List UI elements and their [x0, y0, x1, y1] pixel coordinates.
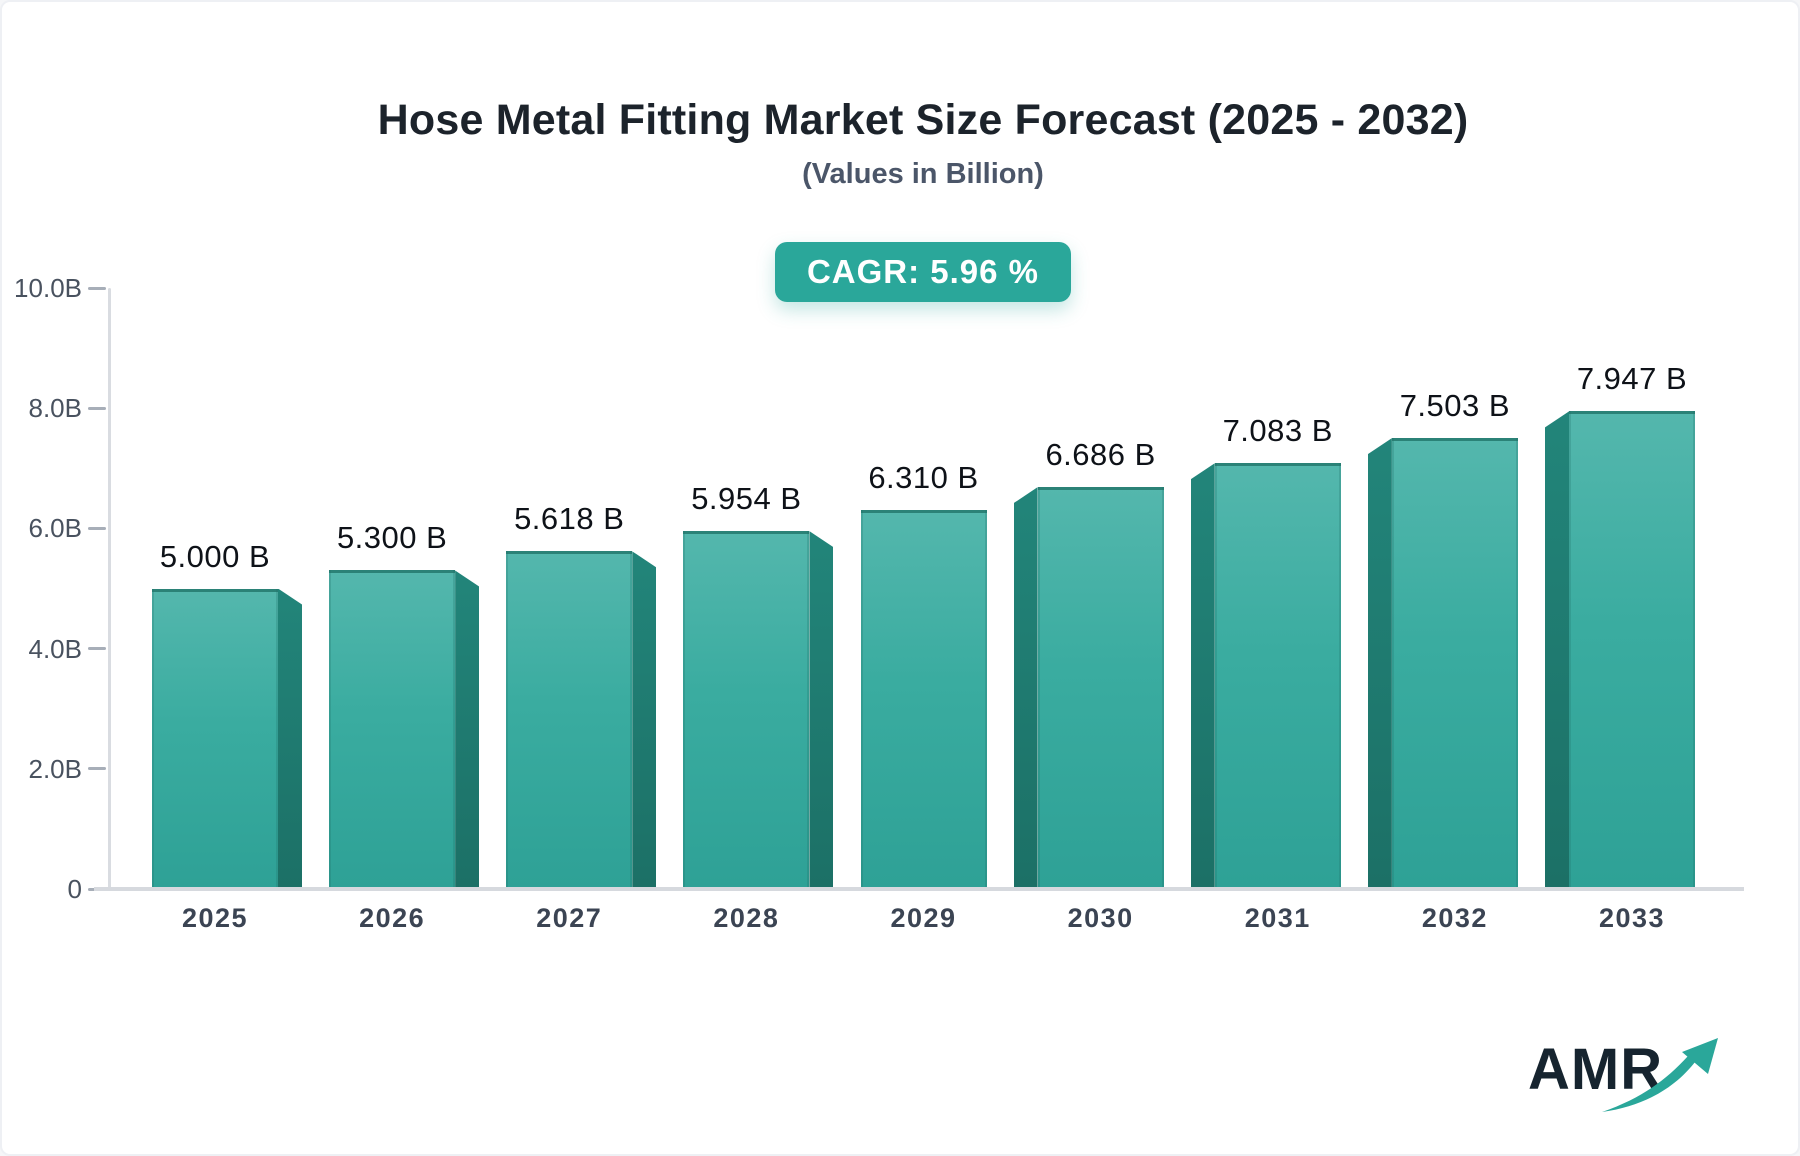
- y-axis-tick-mark: [88, 767, 106, 771]
- bar-side-panel: [1545, 411, 1569, 889]
- bar-2030[interactable]: [1037, 487, 1164, 889]
- y-axis-line: [108, 288, 111, 889]
- bar-side-panel: [1013, 487, 1038, 889]
- y-axis-tick-mark: [88, 647, 106, 651]
- x-axis-category-label: 2025: [181, 903, 249, 933]
- x-axis-line: [94, 887, 1744, 891]
- bar-value-label: 5.000 B: [159, 538, 271, 574]
- bar-side-panel: [278, 588, 302, 889]
- bar-value-label: 5.618 B: [514, 501, 625, 537]
- chart-title: Hose Metal Fitting Market Size Forecast …: [377, 96, 1469, 144]
- bar-value-label: 5.954 B: [691, 481, 802, 517]
- y-axis-tick-label: 6.0B: [28, 513, 83, 544]
- bar-2025[interactable]: [152, 588, 278, 889]
- y-axis-tick-label: 10.0B: [14, 273, 82, 303]
- bar-side-panel: [455, 570, 480, 889]
- bar-value-label: 6.686 B: [1045, 437, 1156, 473]
- bar-side-panel: [1367, 438, 1392, 889]
- y-axis-tick-label: 2.0B: [28, 753, 83, 784]
- amr-logo: AMR: [1528, 1038, 1748, 1134]
- bar-value-label: 7.503 B: [1399, 388, 1511, 424]
- x-axis-category-label: 2029: [890, 903, 957, 933]
- bar-value-label: 5.300 B: [336, 520, 448, 556]
- bar-2031[interactable]: [1214, 463, 1341, 889]
- bar-side-panel: [809, 531, 834, 889]
- y-axis-tick-label: 8.0B: [28, 393, 83, 424]
- x-axis-category-label: 2028: [713, 903, 780, 933]
- x-axis-category-label: 2033: [1598, 903, 1666, 933]
- x-axis-category-label: 2027: [536, 903, 603, 933]
- bar-value-label: 6.310 B: [868, 459, 979, 495]
- x-axis-category-label: 2026: [359, 903, 426, 933]
- bar-2029[interactable]: [860, 509, 987, 889]
- growth-arrow-icon: [1602, 1038, 1718, 1112]
- bar-side-panel: [1190, 463, 1215, 889]
- bar-2033[interactable]: [1569, 411, 1695, 889]
- bar-side-panel: [632, 551, 657, 889]
- bar-value-label: 7.947 B: [1576, 361, 1688, 397]
- x-axis-category-label: 2032: [1421, 903, 1488, 933]
- x-axis-category-label: 2031: [1244, 903, 1311, 933]
- bar-2028[interactable]: [683, 531, 810, 889]
- chart-subtitle: (Values in Billion): [802, 158, 1044, 190]
- y-axis-tick-mark: [88, 406, 106, 410]
- y-axis-tick-label: 0: [67, 874, 82, 904]
- chart-header: Hose Metal Fitting Market Size Forecast …: [44, 2, 1798, 302]
- bar-value-label: 7.083 B: [1222, 413, 1333, 449]
- bar-2027[interactable]: [506, 551, 633, 889]
- y-axis-tick-label: 4.0B: [28, 633, 83, 664]
- cagr-badge: CAGR: 5.96 %: [774, 242, 1072, 302]
- y-axis-tick-mark: [88, 286, 106, 290]
- x-axis-category-label: 2030: [1067, 903, 1134, 933]
- bar-2032[interactable]: [1391, 438, 1518, 889]
- bar-2026[interactable]: [329, 570, 456, 889]
- amr-logo-text: AMR: [1528, 1037, 1664, 1102]
- y-axis-tick-mark: [88, 526, 106, 530]
